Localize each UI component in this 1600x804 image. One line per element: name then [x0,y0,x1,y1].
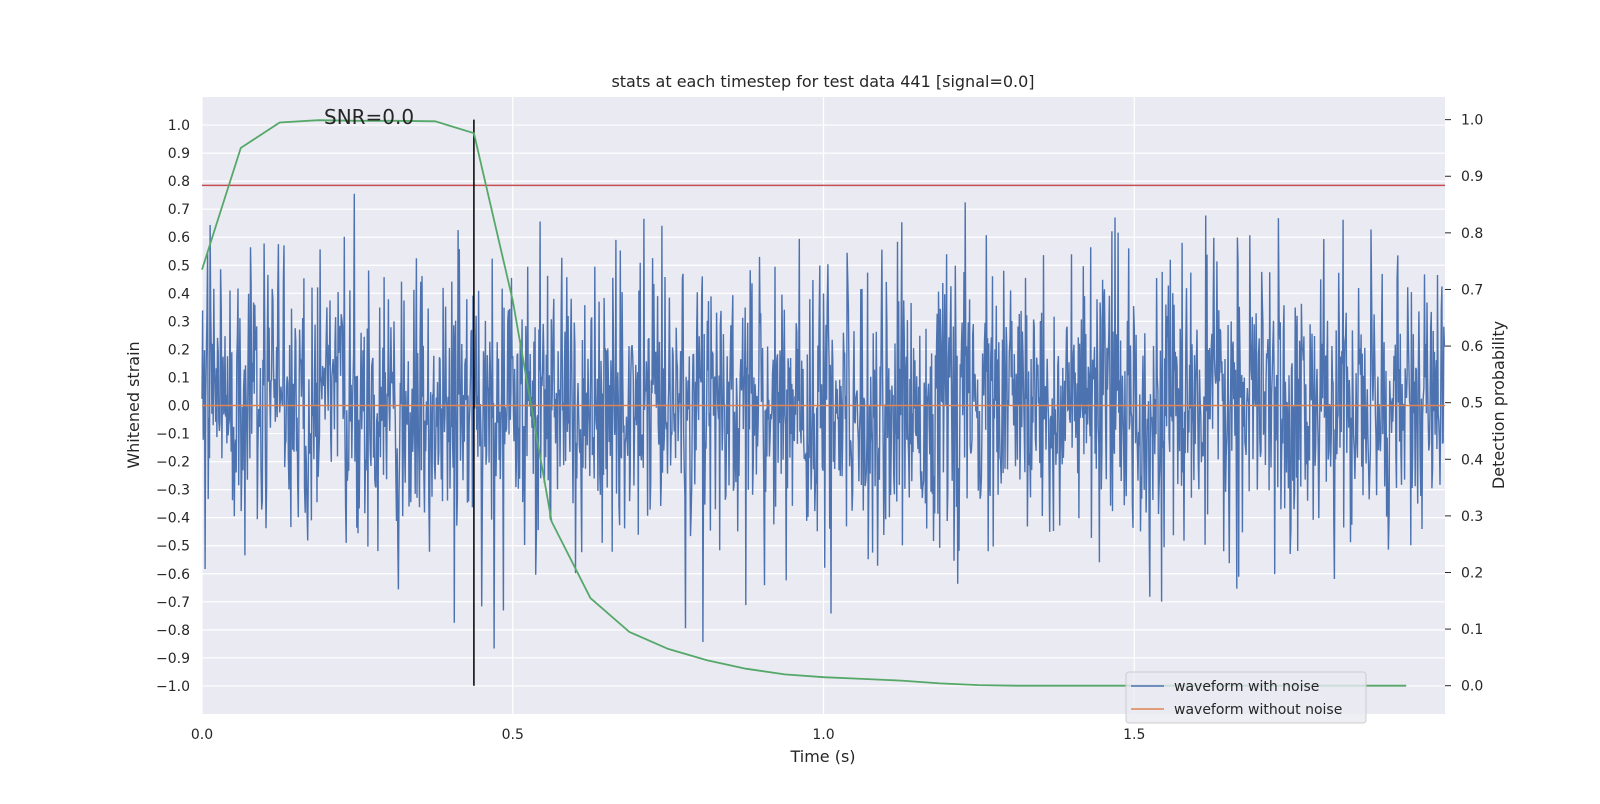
y-left-tick-label: 0.1 [168,370,190,386]
y-axis-label-left: Whitened strain [124,341,143,468]
x-tick-label: 0.5 [502,727,524,743]
y-left-tick-label: −0.7 [156,595,190,611]
y-left-tick-label: 0.6 [168,230,190,246]
y-left-tick-label: −0.2 [156,455,190,471]
y-right-tick-label: 0.2 [1461,565,1483,581]
y-left-tick-label: −1.0 [156,679,190,695]
legend-label-noise: waveform with noise [1174,679,1319,695]
x-tick-label: 0.0 [191,727,213,743]
y-left-tick-label: 0.4 [168,286,190,302]
y-left-tick-label: 0.8 [168,174,190,190]
y-left-tick-label: 0.3 [168,314,190,330]
y-left-tick-label: 0.5 [168,258,190,274]
x-axis-ticks: 0.0 0.5 1.0 1.5 [191,727,1146,743]
x-tick-label: 1.0 [812,727,834,743]
y-right-tick-label: 0.1 [1461,622,1483,638]
series-waveform-with-noise [201,193,1446,649]
y-left-tick-label: 0.0 [168,399,190,415]
right-axis-ticks: 1.0 0.9 0.8 0.7 0.6 0.5 0.4 0.3 0.2 0.1 0.0 [1445,113,1483,695]
y-right-tick-label: 0.6 [1461,339,1483,355]
y-right-tick-label: 0.9 [1461,169,1483,185]
chart-title: stats at each timestep for test data 441… [611,72,1034,91]
y-axis-label-right: Detection probability [1489,321,1508,489]
y-right-tick-label: 0.3 [1461,509,1483,525]
y-left-tick-label: 1.0 [168,118,190,134]
y-left-tick-label: 0.2 [168,342,190,358]
y-left-tick-label: −0.1 [156,427,190,443]
y-left-tick-label: 0.7 [168,202,190,218]
y-right-tick-label: 0.7 [1461,282,1483,298]
legend-label-clean: waveform without noise [1174,702,1342,718]
y-left-tick-label: −0.8 [156,623,190,639]
x-axis-label: Time (s) [789,747,855,766]
left-axis-ticks: 1.0 0.9 0.8 0.7 0.6 0.5 0.4 0.3 0.2 0.1 0.0 −0.1 −0.… [156,118,190,695]
y-right-tick-label: 1.0 [1461,113,1483,129]
y-left-tick-label: −0.3 [156,483,190,499]
y-left-tick-label: 0.9 [168,146,190,162]
snr-annotation: SNR=0.0 [324,105,414,129]
y-left-tick-label: −0.9 [156,651,190,667]
legend-box [1125,671,1367,724]
y-left-tick-label: −0.6 [156,567,190,583]
y-right-tick-label: 0.4 [1461,452,1483,468]
y-left-tick-label: −0.5 [156,539,190,555]
y-left-tick-label: −0.4 [156,511,190,527]
y-right-tick-label: 0.8 [1461,226,1483,242]
x-tick-label: 1.5 [1123,727,1145,743]
y-right-tick-label: 0.5 [1461,396,1483,412]
y-right-tick-label: 0.0 [1461,679,1483,695]
legend: waveform with noise waveform without noi… [1125,671,1367,724]
